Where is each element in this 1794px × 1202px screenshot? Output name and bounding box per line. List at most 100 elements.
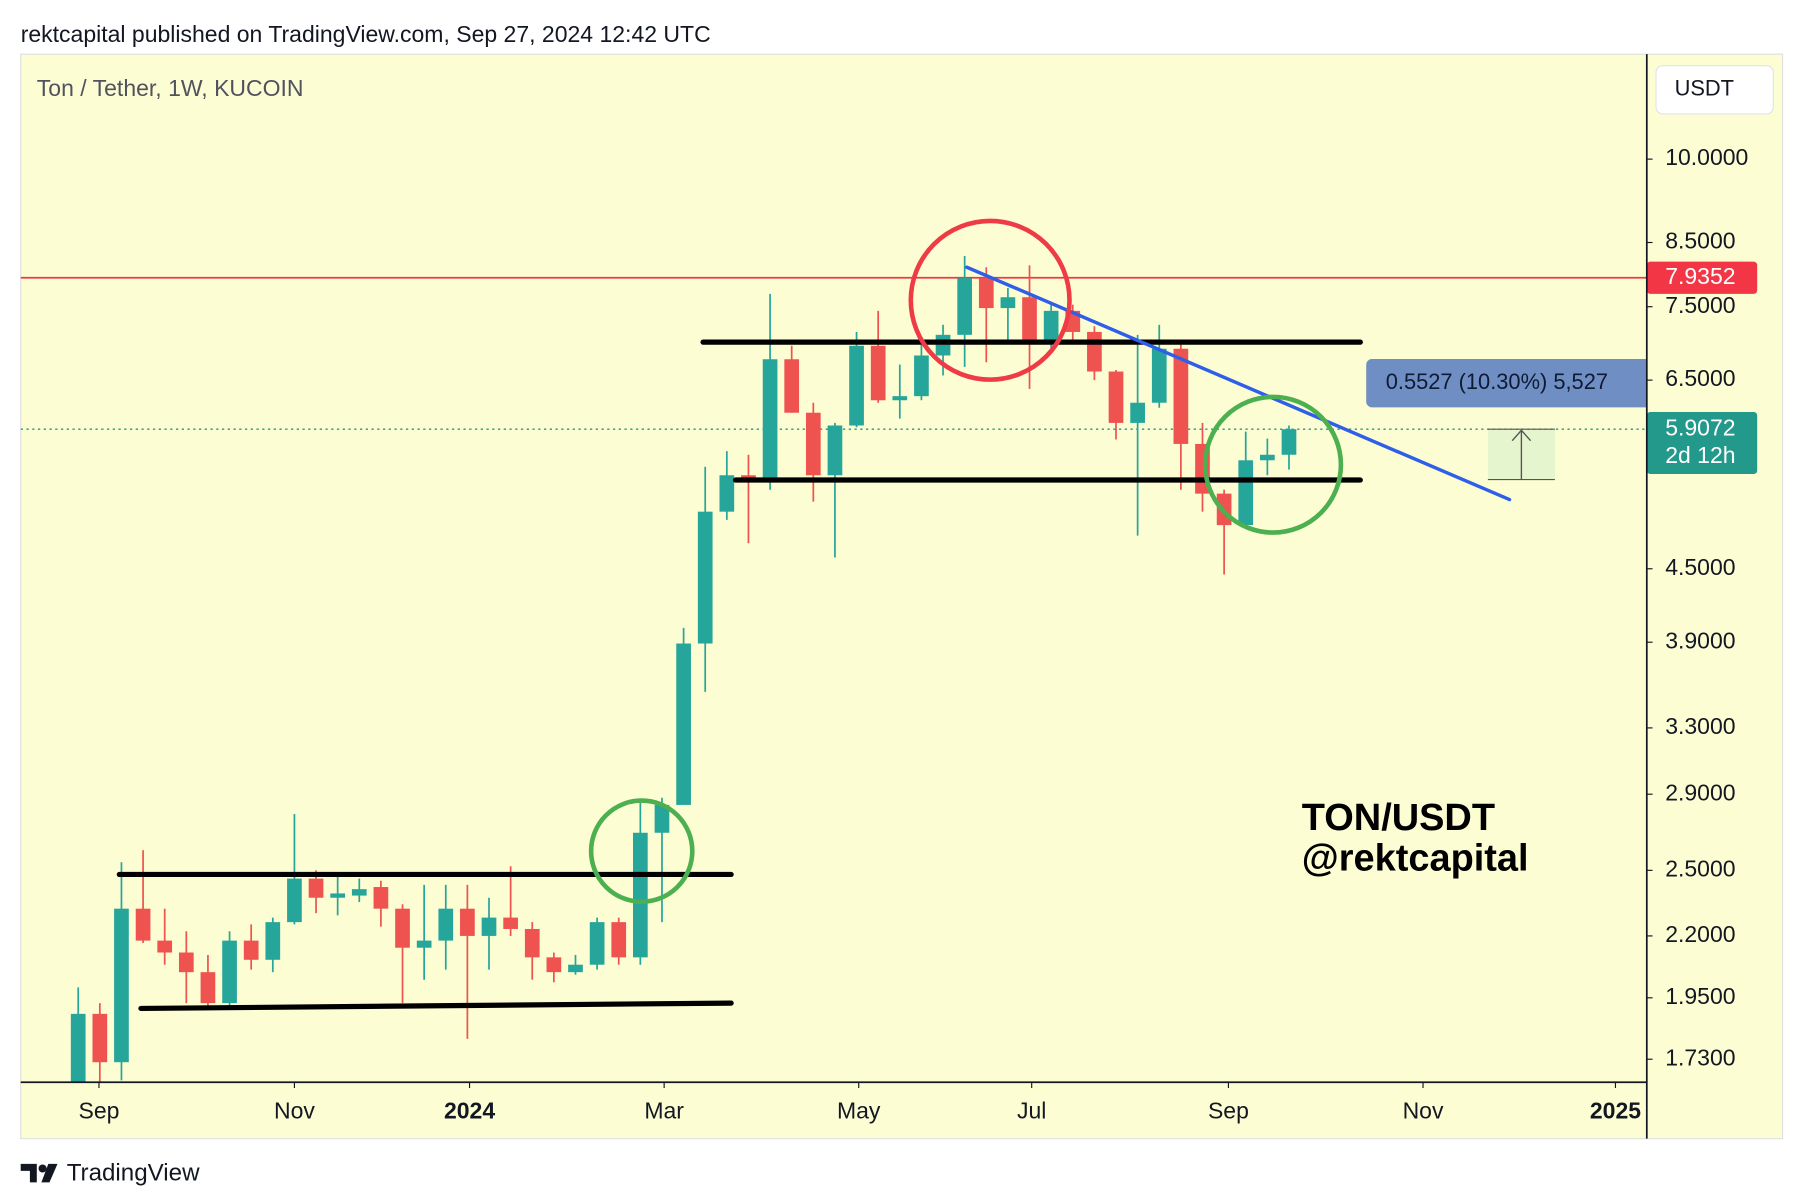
y-tick-label: 8.5000 (1665, 228, 1735, 254)
candle-body (1260, 454, 1275, 461)
measure-label: 0.5527 (10.30%) 5,527 (1386, 369, 1608, 394)
highlight-circle (908, 218, 1072, 382)
candle-body (351, 889, 367, 896)
y-tick-label: 4.5000 (1665, 554, 1735, 580)
candle-body (784, 359, 800, 413)
candle-body (827, 425, 843, 476)
candle-body (503, 917, 518, 929)
candle-body (92, 1013, 108, 1063)
candle-body (135, 908, 151, 941)
candle-body (243, 940, 259, 960)
y-tick-label: 3.3000 (1665, 713, 1735, 739)
y-tick-label: 1.9500 (1665, 983, 1735, 1009)
candle-body (481, 917, 497, 936)
candle-body (416, 940, 432, 948)
x-tick-label: Mar (644, 1097, 684, 1123)
candle-body (589, 922, 605, 965)
y-tick-label: 2.2000 (1665, 921, 1735, 947)
candle-body (373, 887, 389, 909)
candle-body (719, 475, 735, 512)
candle-body (308, 878, 324, 898)
candle-body (287, 878, 302, 923)
y-tick-label: 1.7300 (1665, 1044, 1735, 1070)
candle-body (1000, 297, 1016, 309)
plot: 0.5527 (10.30%) 5,527 (20, 255, 1647, 1083)
y-tick-label: 10.0000 (1665, 144, 1748, 170)
x-tick-label: Jul (1017, 1097, 1046, 1123)
y-tick-label: 7.5000 (1665, 292, 1735, 318)
x-tick-label: May (837, 1097, 881, 1123)
candle-body (1281, 429, 1297, 455)
brand-logo (20, 1163, 58, 1183)
brand: TradingView (67, 1160, 200, 1187)
candle-body (460, 908, 475, 936)
axes: 10.0000 8.5000 7.5000 6.5000 4.5000 3.9000 3.3… (78, 144, 1758, 1123)
candle-body (1108, 371, 1124, 423)
x-tick-label: 2025 (1590, 1097, 1641, 1123)
candle-body (1238, 460, 1254, 526)
candle-body (1087, 331, 1102, 372)
candle-body (114, 908, 129, 1063)
candle-body (654, 804, 670, 833)
candle-body (1173, 348, 1189, 444)
annotation-pair: TON/USDT (1302, 797, 1495, 839)
publisher-line: rektcapital published on TradingView.com… (21, 21, 711, 47)
x-tick-label: Nov (1403, 1097, 1444, 1123)
highlight-circle (1202, 394, 1344, 535)
chart-title: Ton / Tether, 1W, KUCOIN (37, 75, 304, 101)
candle-body (935, 334, 951, 356)
highlight-circle (588, 798, 695, 905)
x-tick-label: 2024 (444, 1097, 495, 1123)
candle-body (157, 940, 173, 953)
trend-line (965, 265, 1512, 502)
current-price-label: 5.9072 (1665, 414, 1735, 440)
measure-label-box (1366, 359, 1647, 408)
x-tick-label: Nov (274, 1097, 315, 1123)
candle-body (438, 908, 454, 941)
currency[interactable]: USDT (1675, 76, 1734, 101)
candle-body (395, 908, 410, 948)
candle-body (1151, 348, 1167, 403)
candle-body (1022, 297, 1037, 341)
candle-body (524, 928, 540, 958)
y-tick-label: 6.5000 (1665, 365, 1735, 391)
candle-body (697, 511, 713, 644)
y-tick-label: 2.9000 (1665, 779, 1735, 805)
candle-body (265, 922, 281, 960)
candle-body (1043, 310, 1059, 341)
currency-box[interactable] (1655, 65, 1774, 115)
chart-area (20, 53, 1784, 1140)
candle-body (200, 972, 216, 1004)
candle-body (914, 355, 929, 397)
candle-body (849, 345, 864, 426)
annotation-author: @rektcapital (1302, 837, 1529, 879)
candle-body (957, 278, 973, 335)
candle-body (546, 957, 562, 973)
price-line-label: 7.9352 (1665, 263, 1735, 289)
trend-line (138, 1000, 734, 1012)
candle-body (676, 643, 691, 805)
candle-body (870, 345, 886, 401)
x-tick-label: Sep (78, 1097, 119, 1123)
candle-body (568, 964, 583, 973)
countdown-label: 2d 12h (1665, 442, 1735, 468)
candle-body (70, 1013, 86, 1083)
current-price-box (1646, 411, 1758, 475)
candle-body (892, 396, 908, 401)
x-tick-label: Sep (1208, 1097, 1249, 1123)
y-tick-label: 2.5000 (1665, 855, 1735, 881)
candle-body (611, 922, 627, 958)
candle-body (978, 278, 994, 309)
y-tick-label: 3.9000 (1665, 627, 1735, 653)
candle-body (222, 940, 237, 1004)
candle-body (805, 412, 821, 476)
measure-arrowhead (1511, 429, 1532, 442)
candle-body (633, 832, 648, 958)
candle-body (762, 359, 778, 482)
candle-body (330, 893, 346, 898)
candle-body (1130, 402, 1145, 423)
price-line-label-box (1646, 261, 1758, 294)
candle-body (178, 952, 194, 973)
